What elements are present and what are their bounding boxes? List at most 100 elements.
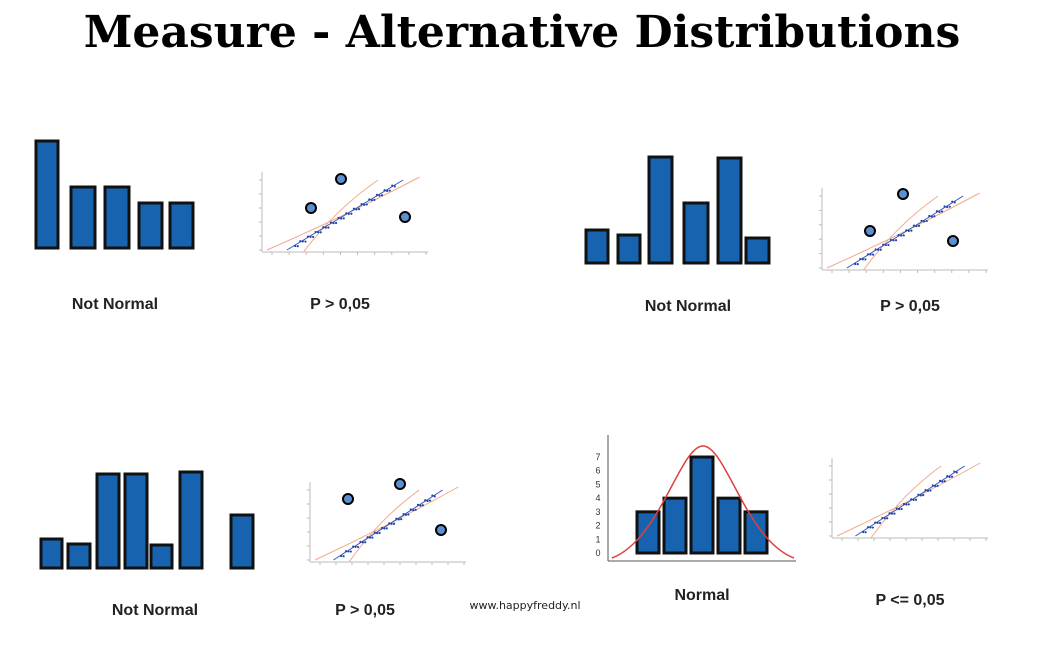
qq-band (348, 489, 420, 563)
qq-point (912, 224, 916, 227)
qq-point (342, 217, 345, 220)
qq-point (888, 512, 891, 515)
qq-band (826, 192, 980, 269)
outlier (335, 173, 347, 185)
qq-point (953, 470, 956, 473)
qq-point (941, 480, 944, 483)
hist-bar (66, 542, 92, 570)
qq-point (299, 240, 302, 243)
hist-bar (34, 139, 60, 250)
qq-point (935, 210, 939, 213)
normal-chart: 0 1 2 3 4 5 6 7 (595, 435, 796, 562)
y-tick-label: 0 (595, 548, 600, 558)
qq-point (332, 221, 335, 225)
hist-bar (95, 472, 121, 570)
qq-point (309, 235, 312, 238)
qq-point (883, 517, 886, 520)
y-tick-label: 5 (595, 479, 600, 489)
qq-point (905, 503, 908, 506)
qq-point (319, 231, 322, 234)
hist-bar (137, 201, 164, 250)
hist-bar (744, 236, 771, 265)
qq-point (344, 550, 348, 553)
hist-bar (149, 543, 174, 570)
qq-point (304, 240, 307, 243)
qq-point (900, 507, 903, 511)
qq-point (934, 485, 937, 488)
histogram (39, 470, 255, 570)
qq-plot (829, 458, 988, 541)
hist-bar (616, 233, 642, 265)
qq-point (866, 253, 870, 256)
qq-point (296, 245, 299, 248)
qq-point (897, 234, 900, 237)
qq-point (324, 226, 327, 229)
hist-bar (716, 156, 743, 265)
qq-point (412, 509, 415, 512)
bar (716, 496, 742, 555)
qq-point (902, 234, 905, 237)
qq-point (355, 208, 358, 211)
qq-point (881, 516, 884, 520)
test-label: P > 0,05 (335, 602, 395, 619)
qq-point (365, 203, 368, 206)
hist-bar (682, 201, 710, 265)
qq-point (393, 185, 396, 188)
qq-point (337, 216, 340, 220)
qq-plot (307, 478, 466, 565)
qq-point (923, 220, 926, 223)
qq-point (378, 531, 381, 535)
outlier (305, 202, 317, 214)
y-tick-label: 6 (595, 466, 600, 476)
qq-point (861, 258, 864, 261)
bar (662, 496, 688, 555)
qq-point (912, 498, 915, 502)
qq-point (373, 198, 376, 201)
hist-bar (168, 201, 195, 250)
qq-point (922, 494, 925, 497)
qq-band (836, 462, 981, 537)
qq-point (886, 517, 889, 520)
qq-point (433, 495, 436, 498)
histogram (34, 139, 195, 250)
qq-point (874, 248, 877, 251)
qq-point (862, 530, 865, 534)
qq-point (910, 498, 913, 501)
outlier (864, 225, 876, 237)
qq-point (928, 214, 931, 218)
histogram-label: Not Normal (72, 296, 158, 313)
qq-point (890, 512, 894, 515)
qq-point (856, 263, 859, 266)
outlier (435, 524, 447, 536)
qq-point (914, 498, 918, 501)
qq-point (951, 200, 954, 203)
qq-point (350, 212, 353, 215)
qq-point (926, 489, 930, 492)
normal-curve (611, 445, 795, 559)
qq-point (392, 522, 396, 525)
qq-point (869, 253, 872, 256)
qq-point (905, 229, 908, 232)
qq-point (882, 243, 885, 246)
qq-point (402, 513, 405, 516)
qq-point (386, 189, 389, 193)
test-label: P > 0,05 (310, 296, 370, 313)
qq-point (938, 479, 942, 482)
qq-point (876, 521, 879, 524)
histogram-label: Not Normal (645, 298, 731, 315)
qq-point (383, 189, 386, 192)
qq-point (866, 526, 870, 529)
qq-point (907, 229, 910, 232)
bar (689, 455, 715, 555)
qq-point (345, 212, 348, 215)
test-label: P <= 0,05 (875, 592, 944, 609)
footer: www.happyfreddy.nl (469, 599, 580, 612)
qq-point (380, 526, 384, 530)
qq-point (294, 244, 297, 248)
qq-point (334, 221, 338, 225)
qq-band (870, 465, 942, 539)
qq-point (424, 499, 427, 502)
qq-plot (259, 172, 428, 255)
qq-point (864, 531, 867, 534)
